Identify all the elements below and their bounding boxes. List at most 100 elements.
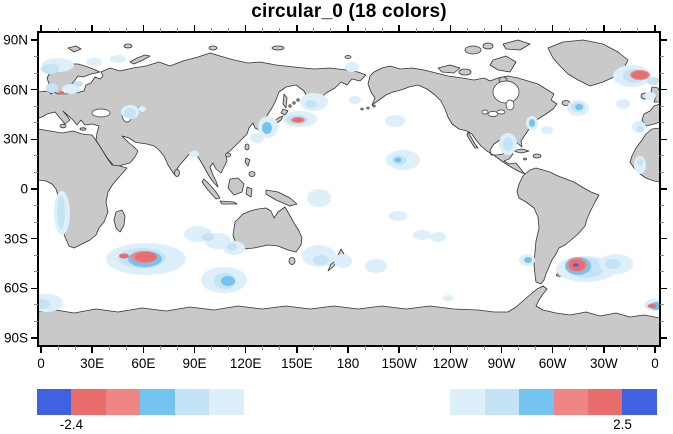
lon-tick-label: 60W (538, 356, 567, 371)
lon-minor-tick-bottom (432, 346, 434, 350)
lon-minor-tick-top (330, 28, 332, 32)
colorbar-box-14 (484, 389, 520, 415)
land-mindanao (248, 171, 256, 177)
lon-major-tick-bottom (551, 346, 554, 353)
lon-major-tick-top (603, 25, 605, 32)
contour-anomaly-patches (38, 55, 660, 312)
lon-tick-label: 30W (589, 356, 618, 371)
lon-minor-tick-bottom (159, 346, 161, 350)
lon-minor-tick-top (228, 28, 230, 32)
lon-minor-tick-bottom (466, 346, 468, 350)
lon-minor-tick-bottom (108, 346, 110, 350)
lon-minor-tick-top (159, 28, 161, 32)
lon-major-tick-top (244, 25, 247, 32)
lat-major-tick-right (660, 138, 667, 141)
lon-major-tick-bottom (500, 346, 503, 353)
anomaly-patch-l2 (38, 299, 50, 309)
anomaly-patch-l1 (413, 230, 431, 240)
land-svalbard (67, 45, 82, 53)
lat-tick-label: 90N (3, 32, 28, 48)
lon-minor-tick-bottom (381, 346, 383, 350)
anomaly-patch-l1 (365, 259, 387, 273)
colorbar-box-13 (450, 389, 485, 415)
land-baja (466, 131, 479, 149)
lon-major-tick-bottom (603, 346, 605, 353)
land-iberia-france (641, 103, 660, 127)
anomaly-patch-l2 (647, 77, 659, 85)
land-sumatra (201, 178, 221, 200)
anomaly-patch-l2 (313, 255, 329, 265)
anomaly-patch-l2 (503, 137, 513, 151)
map-area (38, 32, 660, 346)
lon-minor-tick-top (586, 28, 588, 32)
land-luzon (244, 157, 251, 167)
anomaly-patch-l3 (575, 104, 583, 110)
anomaly-patch-l1 (385, 115, 405, 127)
lon-minor-tick-top (637, 28, 639, 32)
land-aleutian-3 (360, 107, 364, 111)
lon-major-tick-top (551, 25, 554, 32)
land-aleutian-2 (366, 106, 370, 110)
lon-major-tick-top (193, 25, 196, 32)
lat-minor-tick-right (660, 271, 664, 273)
anomaly-patch-l1 (110, 55, 126, 63)
lon-minor-tick-bottom (125, 346, 127, 350)
land-cuba (511, 148, 530, 154)
lon-minor-tick-top (535, 28, 537, 32)
lat-major-tick-left (31, 88, 38, 91)
anomaly-patch-l2 (124, 108, 136, 118)
land-franz-josef (123, 43, 133, 49)
lon-major-tick-bottom (449, 346, 452, 353)
anomaly-patch-l2 (227, 243, 237, 251)
colorbar-box-5 (174, 389, 210, 415)
anomaly-patch-l1 (250, 133, 264, 143)
anomaly-patch-l2 (305, 100, 317, 108)
lon-minor-tick-bottom (637, 346, 639, 350)
anomaly-patch-l2 (73, 81, 83, 87)
lat-minor-tick-left (34, 56, 38, 58)
anomaly-patch-l2 (637, 158, 643, 166)
lon-minor-tick-top (125, 28, 127, 32)
colorbar-boundary-label: -2.4 (59, 417, 84, 432)
lon-major-tick-top (654, 25, 656, 32)
lon-tick-label: 90W (487, 356, 516, 371)
lake-great-lakes-3 (481, 109, 489, 115)
anomaly-patch-l1 (138, 106, 146, 112)
lat-minor-tick-right (660, 171, 664, 173)
lat-major-tick-left (31, 287, 38, 290)
lon-major-tick-bottom (296, 346, 298, 353)
land-taiwan (244, 143, 250, 151)
lon-major-tick-bottom (193, 346, 196, 353)
anomaly-patch-r2 (119, 253, 129, 259)
lon-minor-tick-bottom (586, 346, 588, 350)
land-new-guinea (265, 189, 298, 207)
lon-major-tick-bottom (244, 346, 247, 353)
lat-tick-label: 30S (3, 231, 28, 247)
lon-minor-tick-bottom (620, 346, 622, 350)
lon-major-tick-bottom (398, 346, 400, 353)
lon-tick-label: 150E (281, 356, 313, 371)
lat-minor-tick-right (660, 221, 664, 223)
lat-minor-tick-left (34, 205, 38, 207)
lat-major-tick-left (31, 337, 38, 339)
lon-minor-tick-top (432, 28, 434, 32)
lon-tick-label: 120W (432, 356, 468, 371)
lon-tick-label: 180 (336, 356, 360, 371)
land-qe-islands-2 (482, 42, 494, 50)
lat-major-tick-left (31, 39, 38, 41)
lat-tick-label: 0 (20, 181, 28, 197)
land-kuril-3 (296, 98, 300, 102)
lat-major-tick-right (660, 188, 667, 190)
anomaly-patch-l1 (443, 295, 453, 301)
anomaly-patch-l1 (307, 189, 331, 207)
anomaly-patch-l2 (46, 83, 58, 93)
lat-minor-tick-left (34, 304, 38, 306)
lake-great-lakes-1 (487, 111, 499, 117)
anomaly-patch-l3 (221, 276, 235, 286)
lon-tick-label: 30E (80, 356, 105, 371)
lon-minor-tick-bottom (569, 346, 571, 350)
anomaly-patch-l2 (202, 233, 214, 241)
anomaly-patch-l1 (389, 211, 407, 221)
lon-minor-tick-top (466, 28, 468, 32)
